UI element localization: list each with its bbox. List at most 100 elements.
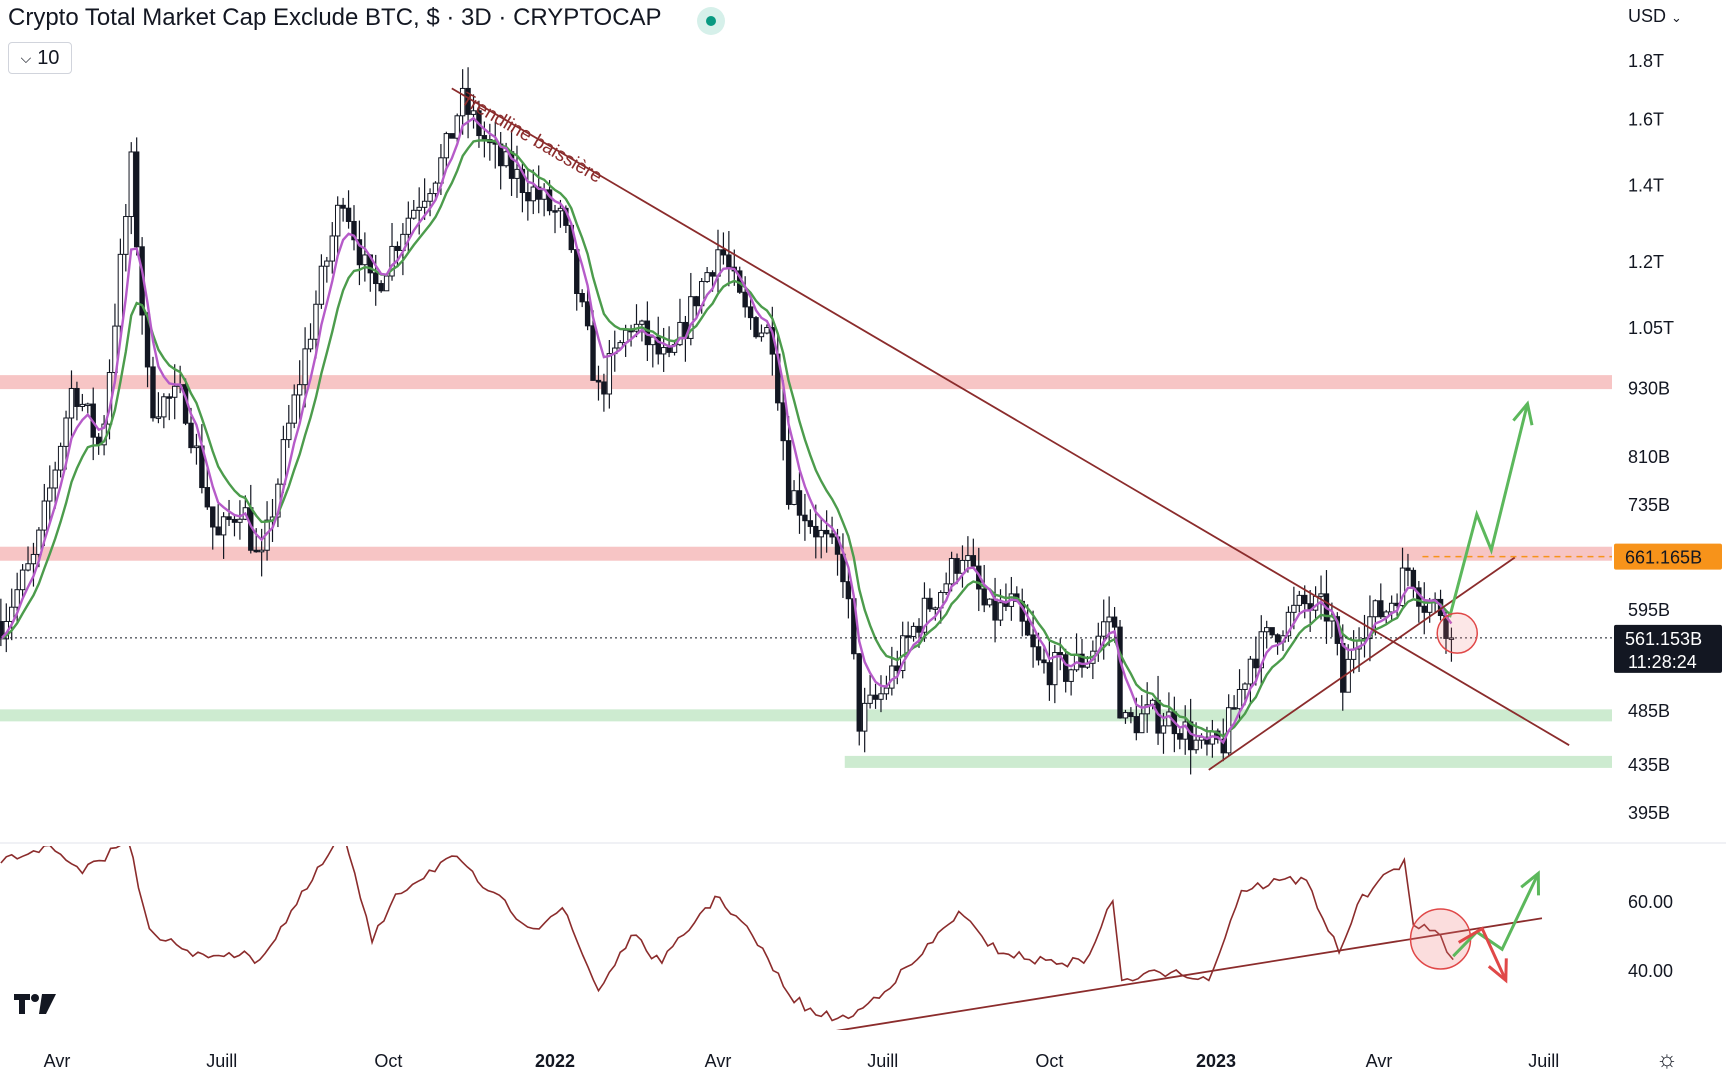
- rising-support-trendline[interactable]: [1208, 556, 1516, 771]
- settings-gear-icon[interactable]: ☼: [1656, 1046, 1678, 1073]
- candle-body: [296, 384, 303, 396]
- candle-body: [503, 151, 509, 167]
- candle-body: [1274, 634, 1281, 643]
- candle-body: [286, 422, 292, 441]
- candle-body: [280, 439, 287, 485]
- candle-body: [432, 182, 439, 195]
- candle-body: [1285, 611, 1292, 637]
- rsi-trendline[interactable]: [828, 917, 1543, 1032]
- price-axis-tick: 595B: [1628, 600, 1670, 620]
- candle-body: [709, 272, 716, 277]
- last-price-label[interactable]: 561.153B 11:28:24: [1614, 624, 1722, 673]
- rsi-line: [0, 846, 1454, 1022]
- candle-body: [829, 533, 835, 538]
- candle-body: [981, 588, 987, 606]
- time-axis-tick: Oct: [1035, 1051, 1063, 1071]
- candle-body: [807, 520, 814, 527]
- candle-body: [932, 607, 939, 610]
- candle-body: [927, 597, 933, 610]
- symbol-title[interactable]: Crypto Total Market Cap Exclude BTC, $ ·…: [8, 4, 662, 31]
- candle-body: [1302, 594, 1308, 605]
- candle-body: [1155, 699, 1161, 734]
- svg-text:11:28:24: 11:28:24: [1628, 652, 1697, 672]
- candle-body: [954, 558, 960, 574]
- candle-body: [497, 143, 504, 167]
- candle-body: [536, 186, 542, 200]
- candle-body: [1177, 733, 1183, 740]
- candle-body: [373, 272, 379, 285]
- candle-body: [1421, 605, 1427, 613]
- candle-body: [1024, 620, 1031, 636]
- candle-body: [660, 347, 667, 355]
- candle-body: [514, 168, 520, 179]
- candle-body: [677, 321, 683, 346]
- candle-body: [889, 665, 895, 689]
- currency-selector[interactable]: USD ⌄: [1628, 6, 1682, 27]
- arrowhead-icon: [1512, 400, 1534, 426]
- candle-body: [905, 635, 911, 638]
- candle-body: [878, 693, 884, 700]
- candle-body: [133, 151, 140, 248]
- candle-body: [1122, 712, 1129, 719]
- candle-body: [742, 291, 748, 308]
- bearish-trendline[interactable]: [451, 87, 1570, 746]
- candle-body: [666, 347, 672, 353]
- rsi-axis-tick: 40.00: [1628, 961, 1673, 981]
- candle-body: [1220, 738, 1226, 754]
- candle-body: [318, 265, 325, 305]
- ema-slow-line: [0, 139, 1453, 738]
- candle-body: [1144, 704, 1150, 715]
- rsi-bullish-arrow: [1452, 872, 1540, 958]
- price-axis-tick: 1.2T: [1628, 252, 1664, 272]
- time-axis-tick: Oct: [374, 1051, 402, 1071]
- candle-body: [454, 115, 460, 139]
- candle-body: [1247, 658, 1254, 685]
- candle-body: [226, 516, 232, 520]
- candle-body: [470, 110, 477, 115]
- time-axis-tick: 2023: [1196, 1051, 1236, 1071]
- candle-body: [411, 209, 417, 219]
- candle-body: [0, 621, 4, 640]
- price-axis-tick: 1.4T: [1628, 176, 1664, 196]
- candle-body: [823, 529, 830, 535]
- candle-body: [1410, 569, 1417, 589]
- candle-body: [449, 133, 455, 139]
- candle-body: [552, 210, 558, 213]
- tradingview-logo-icon[interactable]: [12, 990, 60, 1018]
- candle-body: [1057, 652, 1063, 656]
- candle-body: [655, 336, 661, 355]
- candle-body: [19, 569, 26, 591]
- candle-body: [1399, 567, 1406, 607]
- candle-body: [215, 526, 221, 536]
- interval-selector[interactable]: ⌵ 10: [8, 42, 72, 74]
- candle-body: [872, 694, 879, 700]
- candle-body: [237, 518, 243, 523]
- candle-body: [606, 353, 613, 395]
- candle-body: [465, 87, 471, 115]
- price-axis-tick: 735B: [1628, 495, 1670, 515]
- price-pane[interactable]: Trendline baissière: [0, 67, 1612, 775]
- candle-body: [47, 487, 53, 502]
- chevron-down-icon: ⌄: [1671, 10, 1682, 25]
- candle-body: [313, 303, 319, 340]
- candle-body: [416, 206, 422, 211]
- candle-body: [579, 292, 585, 303]
- candle-body: [992, 598, 998, 621]
- candle-body: [1133, 716, 1140, 734]
- candle-body: [427, 193, 433, 202]
- candle-body: [1046, 662, 1053, 686]
- candle-body: [1242, 683, 1248, 690]
- candle-body: [123, 216, 129, 255]
- price-axis-tick: 1.05T: [1628, 318, 1674, 338]
- candle-body: [41, 500, 48, 531]
- candle-body: [584, 301, 591, 327]
- candle-body: [1117, 626, 1123, 719]
- candle-body: [1139, 713, 1145, 734]
- candle-body: [1101, 621, 1107, 637]
- candle-body: [802, 514, 808, 522]
- rsi-pane[interactable]: [0, 832, 1543, 1032]
- candle-body: [1231, 707, 1237, 710]
- candle-body: [519, 168, 526, 194]
- alert-price-label[interactable]: 661.165B: [1614, 543, 1722, 570]
